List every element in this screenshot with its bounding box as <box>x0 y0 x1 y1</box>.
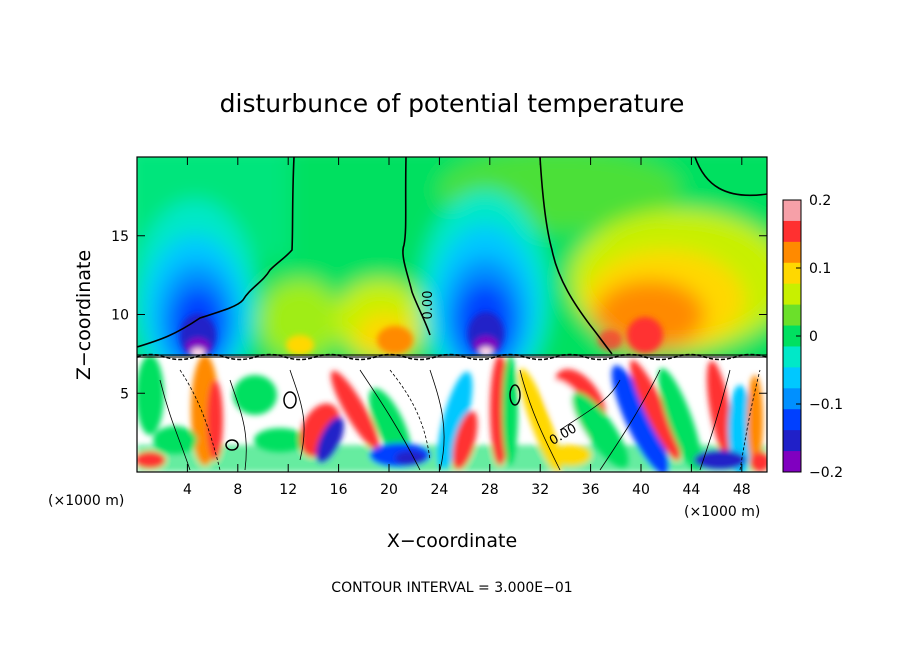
x-axis-ticks: 4 8 12 16 20 24 28 32 36 40 44 48 <box>183 157 751 498</box>
x-tick-label: 4 <box>183 482 192 498</box>
x-tick-label: 12 <box>279 482 297 498</box>
x-tick-label: 8 <box>233 482 242 498</box>
colorbar-band <box>783 451 801 473</box>
colorbar-band <box>783 220 801 243</box>
colorbar-tick-label: 0.2 <box>809 193 831 209</box>
x-tick-label: 32 <box>531 482 549 498</box>
colorbar-band <box>783 200 801 222</box>
colorbar-tick-label: −0.2 <box>809 465 843 481</box>
x-axis-label: X−coordinate <box>387 530 517 552</box>
colorbar-band <box>783 346 801 368</box>
colorbar-band <box>783 241 801 264</box>
y-tick-label: 5 <box>120 386 129 402</box>
y-tick-label: 15 <box>111 229 129 245</box>
colorbar-band <box>783 283 801 306</box>
y-axis-label: Z−coordinate <box>73 250 95 380</box>
y-axis-ticks: 5 10 15 <box>111 229 767 402</box>
x-tick-label: 44 <box>682 482 700 498</box>
x-unit-left: (×1000 m) <box>48 493 124 509</box>
colorbar-band <box>783 262 801 285</box>
colorbar-tick-label: 0.1 <box>809 261 831 277</box>
colorbar-band <box>783 325 801 347</box>
x-tick-label: 16 <box>330 482 348 498</box>
colorbar-band <box>783 388 801 410</box>
chart-title: disturbunce of potential temperature <box>220 89 685 118</box>
x-unit-right: (×1000 m) <box>684 504 760 520</box>
x-tick-label: 20 <box>380 482 398 498</box>
x-tick-label: 40 <box>632 482 650 498</box>
colorbar-band <box>783 430 801 452</box>
colorbar-band <box>783 367 801 389</box>
x-tick-label: 24 <box>430 482 448 498</box>
colorbar-tick-label: 0 <box>809 329 818 345</box>
colorbar <box>783 200 801 473</box>
contour-interval-note: CONTOUR INTERVAL = 3.000E−01 <box>331 580 572 596</box>
x-tick-label: 28 <box>481 482 499 498</box>
colorbar-band <box>783 409 801 431</box>
y-tick-label: 10 <box>111 308 129 324</box>
x-tick-label: 36 <box>582 482 600 498</box>
contour-label: 0.00 <box>421 291 436 320</box>
colorbar-ticks: 0.2 0.1 0 −0.1 −0.2 <box>796 193 843 481</box>
plot-area <box>137 157 767 472</box>
colorbar-tick-label: −0.1 <box>809 397 843 413</box>
x-tick-label: 48 <box>733 482 751 498</box>
colorbar-band <box>783 304 801 327</box>
